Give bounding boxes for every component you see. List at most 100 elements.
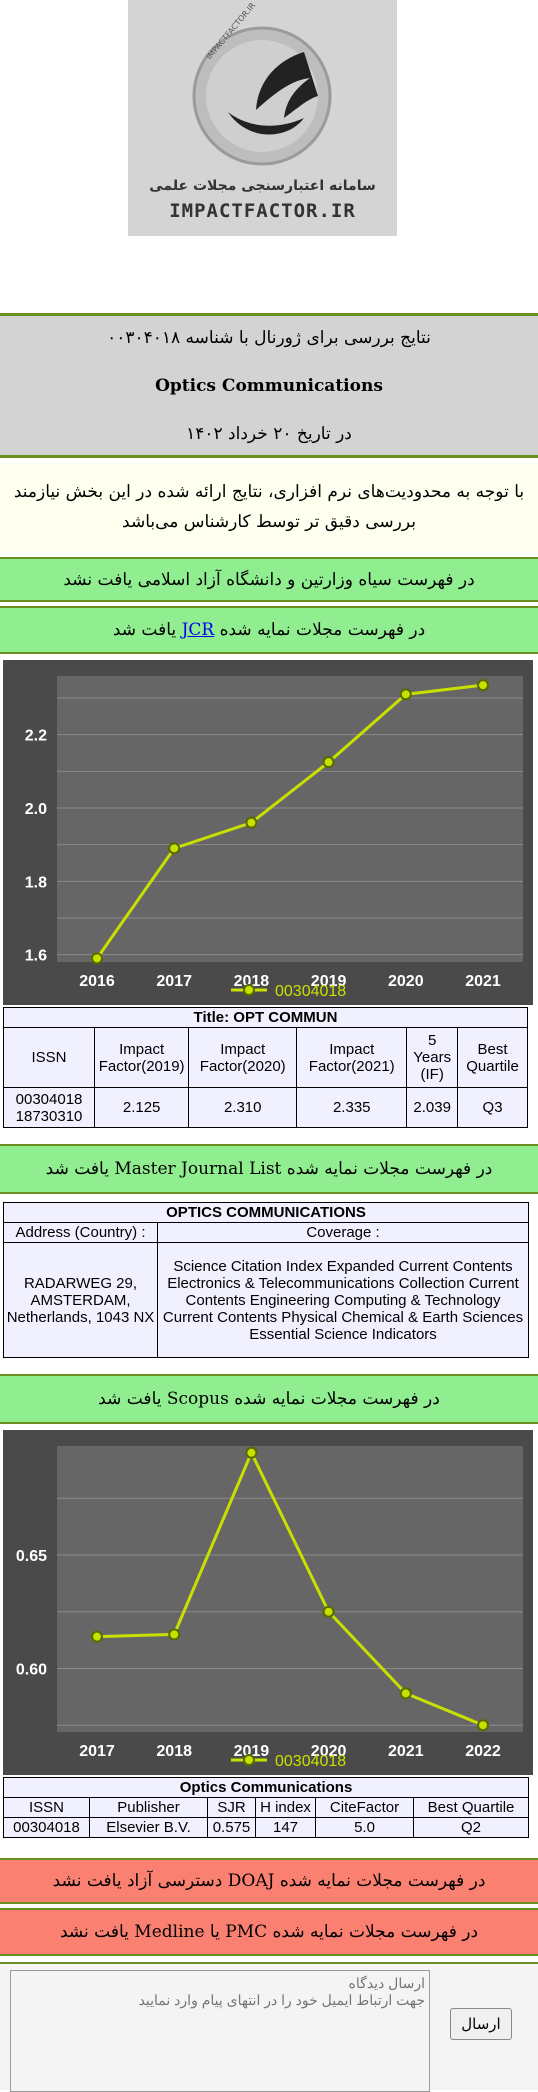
jcr-series-line <box>95 683 484 960</box>
comment-section: ارسال <box>0 1962 538 2092</box>
scopus-cell-hindex: 147 <box>255 1817 316 1838</box>
pmc-status: در فهرست مجلات نمایه شده PMC یا Medline … <box>0 1908 538 1956</box>
scopus-x-tick-label: 2019 <box>234 1743 270 1760</box>
scopus-x-tick-label: 2022 <box>465 1743 501 1760</box>
jcr-data-point <box>245 816 258 829</box>
scopus-y-tick-label: 0.65 <box>16 1548 47 1565</box>
scopus-chart: 0.60 0.65 2017 2018 2019 2020 2021 2022 00304018 <box>3 1430 533 1775</box>
jcr-x-tick-label: 2017 <box>156 973 192 990</box>
jcr-data-point <box>477 679 489 692</box>
result-date: در تاریخ ۲۰ خرداد ۱۴۰۲ <box>186 424 352 444</box>
jcr-chart: 1.6 1.8 2.0 2.2 2016 2017 2018 2019 2020 2021 0030… <box>3 660 533 1005</box>
scopus-legend-marker <box>243 1754 255 1766</box>
jcr-y-tick-label: 2.2 <box>25 728 47 745</box>
scopus-plot-area <box>57 1446 523 1732</box>
scopus-data-point <box>477 1719 489 1732</box>
jcr-status-prefix: در فهرست مجلات نمایه شده <box>219 620 426 640</box>
jcr-data-point <box>322 756 335 769</box>
jcr-status-text: در فهرست مجلات نمایه شده JCR یافت شد <box>0 608 538 652</box>
scopus-data-point <box>168 1628 181 1641</box>
scopus-x-tick-label: 2021 <box>388 1743 424 1760</box>
scopus-data-point <box>322 1605 335 1618</box>
logo-emblem-icon: IMPACTFACTOR.IR <box>192 1 332 166</box>
jcr-cell-issn: 00304018 18730310 <box>2 1087 96 1128</box>
jcr-y-tick-label: 2.0 <box>25 801 47 818</box>
scopus-status-text: در فهرست مجلات نمایه شده Scopus یافت شد <box>98 1389 440 1409</box>
jcr-x-tick-label: 2021 <box>465 973 501 990</box>
jcr-cell-quartile: Q3 <box>457 1087 528 1128</box>
mjl-cell-coverage: Science Citation Index Expanded Current … <box>157 1242 529 1358</box>
logo-title: سامانه اعتبارسنجی مجلات علمی <box>149 178 376 194</box>
mjl-status-text: در فهرست مجلات نمایه شده Master Journal … <box>45 1159 493 1179</box>
scopus-cell-quartile: Q2 <box>412 1817 530 1838</box>
jcr-status-suffix: یافت شد <box>112 620 177 640</box>
mjl-header-coverage: Coverage : <box>157 1222 529 1243</box>
scopus-cell-sjr: 0.575 <box>207 1817 256 1838</box>
jcr-cell-if2019: 2.125 <box>94 1087 190 1128</box>
scopus-x-tick-label: 2018 <box>156 1743 192 1760</box>
scopus-cell-citefactor: 5.0 <box>315 1817 414 1838</box>
jcr-legend-marker <box>243 984 255 996</box>
scopus-legend-label: 00304018 <box>275 1753 346 1770</box>
scopus-header-publisher: Publisher <box>89 1797 208 1818</box>
pmc-status-text: در فهرست مجلات نمایه شده PMC یا Medline … <box>59 1922 479 1942</box>
jcr-header-quartile: Best Quartile <box>457 1027 528 1088</box>
jcr-data-point <box>399 688 412 701</box>
result-header: نتایج بررسی برای ژورنال با شناسه ۰۰۳۰۴۰۱… <box>0 313 538 458</box>
blacklist-status: در فهرست سیاه وزارتین و دانشگاه آزاد اسل… <box>0 557 538 602</box>
jcr-table: Title: OPT COMMUN ISSN Impact Factor(201… <box>2 1007 528 1128</box>
blacklist-status-text: در فهرست سیاه وزارتین و دانشگاه آزاد اسل… <box>63 569 475 590</box>
jcr-x-tick-label: 2018 <box>234 973 270 990</box>
mjl-table-title: OPTICS COMMUNICATIONS <box>3 1202 529 1223</box>
jcr-data-point <box>91 952 103 965</box>
jcr-table-title: Title: OPT COMMUN <box>3 1007 528 1028</box>
jcr-legend-label: 00304018 <box>275 983 346 1000</box>
scopus-x-tick-label: 2017 <box>79 1743 115 1760</box>
journal-name: Optics Communications <box>155 376 383 396</box>
scopus-table-title: Optics Communications <box>2 1777 530 1798</box>
scopus-data-point <box>399 1687 412 1700</box>
scopus-x-tick-label: 2020 <box>311 1743 347 1760</box>
logo-subtitle: IMPACTFACTOR.IR <box>169 200 356 222</box>
mjl-status: در فهرست مجلات نمایه شده Master Journal … <box>0 1144 538 1194</box>
doaj-status: در فهرست مجلات نمایه شده DOAJ دسترسی آزا… <box>0 1858 538 1904</box>
jcr-x-tick-label: 2016 <box>79 973 115 990</box>
scopus-series-line <box>96 1449 484 1727</box>
result-title: نتایج بررسی برای ژورنال با شناسه ۰۰۳۰۴۰۱… <box>107 328 431 348</box>
scopus-data-point <box>91 1630 103 1643</box>
jcr-header-if2019: Impact Factor(2019) <box>94 1027 190 1088</box>
scopus-y-tick-label: 0.60 <box>16 1661 47 1678</box>
jcr-header-issn: ISSN <box>2 1027 96 1088</box>
scopus-chart-svg: 0.60 0.65 2017 2018 2019 2020 2021 2022 00304018 <box>16 1446 523 1770</box>
scopus-table: Optics Communications ISSN Publisher SJR… <box>2 1777 530 1838</box>
jcr-header-5y: 5 Years (IF) <box>406 1027 459 1088</box>
scopus-cell-issn: 00304018 <box>3 1817 90 1838</box>
scopus-header-sjr: SJR <box>207 1797 256 1818</box>
comment-textarea[interactable] <box>10 1970 430 2092</box>
jcr-chart-svg: 1.6 1.8 2.0 2.2 2016 2017 2018 2019 2020 2021 0030… <box>25 676 523 1000</box>
jcr-status: در فهرست مجلات نمایه شده JCR یافت شد <box>0 606 538 654</box>
jcr-issn-print: 00304018 <box>15 1090 83 1108</box>
jcr-x-tick-label: 2020 <box>388 973 424 990</box>
mjl-cell-address: RADARWEG 29, AMSTERDAM, Netherlands, 104… <box>3 1242 158 1358</box>
scopus-status: در فهرست مجلات نمایه شده Scopus یافت شد <box>0 1374 538 1424</box>
jcr-link[interactable]: JCR <box>181 620 215 640</box>
scopus-header-quartile: Best Quartile <box>412 1797 530 1818</box>
jcr-data-point <box>168 842 181 855</box>
scopus-data-point <box>245 1446 258 1459</box>
scopus-cell-publisher: Elsevier B.V. <box>89 1817 208 1838</box>
warning-notice: با توجه به محدودیت‌های نرم افزاری، نتایج… <box>0 463 538 552</box>
jcr-plot-area <box>57 676 523 962</box>
submit-comment-button[interactable]: ارسال <box>450 2008 512 2040</box>
scopus-header-issn: ISSN <box>3 1797 90 1818</box>
jcr-cell-if2021: 2.335 <box>296 1087 408 1128</box>
jcr-header-if2020: Impact Factor(2020) <box>188 1027 298 1088</box>
jcr-header-if2021: Impact Factor(2021) <box>296 1027 408 1088</box>
jcr-y-tick-label: 1.8 <box>25 874 47 891</box>
scopus-header-hindex: H index <box>255 1797 316 1818</box>
jcr-cell-5y: 2.039 <box>406 1087 459 1128</box>
jcr-issn-online: 18730310 <box>15 1107 83 1125</box>
mjl-table: OPTICS COMMUNICATIONS Address (Country) … <box>3 1202 529 1358</box>
jcr-y-tick-label: 1.6 <box>25 948 47 965</box>
scopus-header-citefactor: CiteFactor <box>315 1797 414 1818</box>
